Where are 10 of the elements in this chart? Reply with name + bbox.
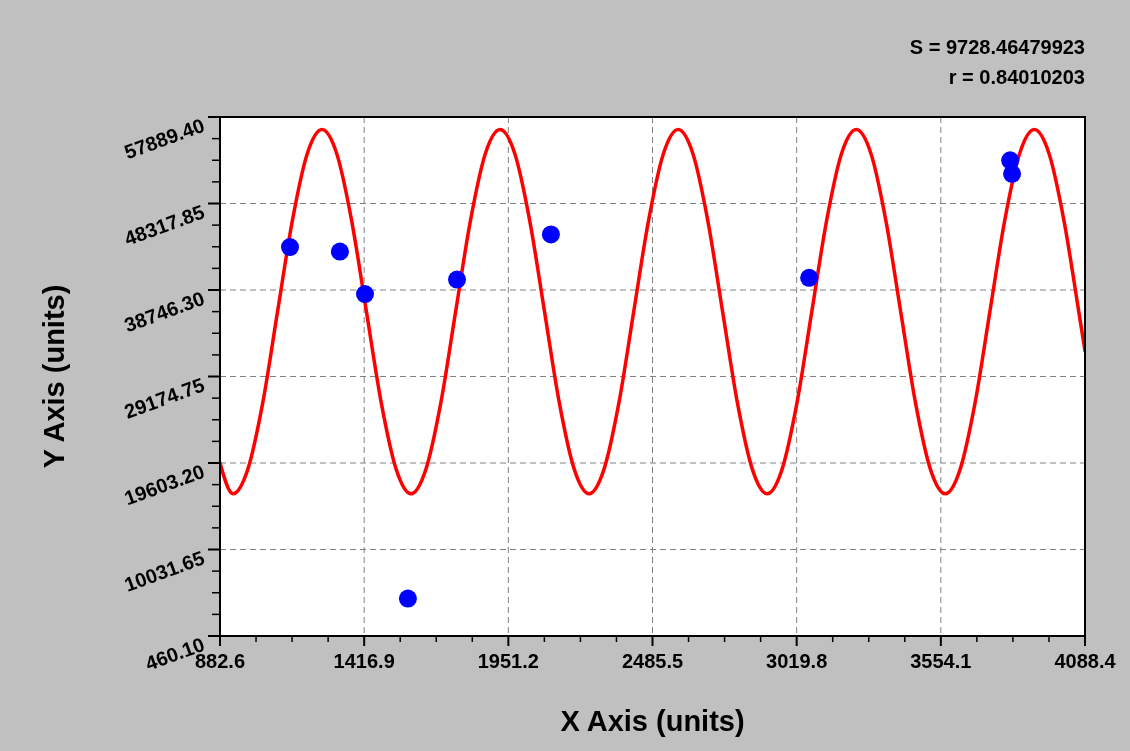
y-axis-title: Y Axis (units) <box>38 284 70 469</box>
x-axis-title: X Axis (units) <box>560 705 745 737</box>
x-tick-label: 1416.9 <box>333 650 395 672</box>
x-tick-label: 3019.8 <box>766 650 828 672</box>
x-tick-label: 1951.2 <box>477 650 539 672</box>
x-tick-label: 3554.1 <box>910 650 972 672</box>
x-tick-label: 4088.4 <box>1054 650 1117 672</box>
x-tick-label: 2485.5 <box>621 650 684 672</box>
text: r = 0.84010203 <box>948 66 1085 88</box>
text: S = 9728.46479923 <box>909 36 1085 58</box>
